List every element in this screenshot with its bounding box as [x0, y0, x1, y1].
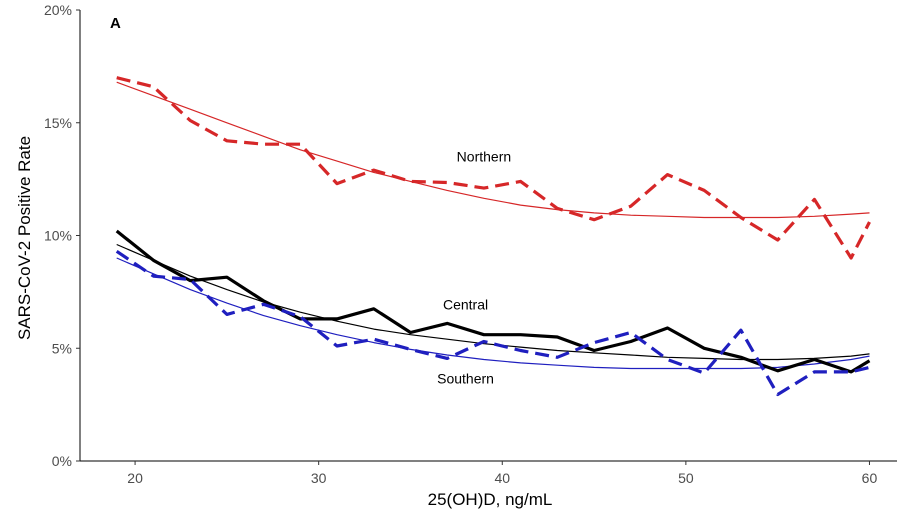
- x-ticks: 20 30 40 50 60: [127, 461, 877, 486]
- y-tick-label: 0%: [52, 453, 72, 469]
- x-tick-label: 40: [494, 470, 510, 486]
- central-series-label: Central: [443, 296, 488, 312]
- southern-series-label: Southern: [437, 371, 494, 387]
- central-series-line: [115, 229, 871, 374]
- x-axis-title: 25(OH)D, ng/mL: [428, 490, 553, 509]
- axes: [79, 10, 897, 462]
- y-axis-title: SARS-CoV-2 Positive Rate: [15, 136, 34, 340]
- x-tick-label: 60: [862, 470, 878, 486]
- panel-label: A: [110, 15, 121, 32]
- central-trend-line: [116, 243, 870, 361]
- series-labels: Northern Central Southern: [437, 149, 511, 387]
- x-tick-label: 20: [127, 470, 143, 486]
- x-tick-label: 50: [678, 470, 694, 486]
- series-lines: [115, 76, 871, 397]
- northern-series-label: Northern: [457, 149, 511, 165]
- y-tick-label: 15%: [44, 115, 72, 131]
- y-tick-label: 10%: [44, 228, 72, 244]
- y-tick-label: 5%: [52, 340, 72, 356]
- y-tick-label: 20%: [44, 2, 72, 18]
- x-tick-label: 30: [311, 470, 327, 486]
- northern-series-line: [116, 76, 871, 260]
- southern-series-line: [115, 249, 870, 397]
- y-ticks: 0% 5% 10% 15% 20%: [44, 2, 80, 469]
- northern-trend-line: [116, 81, 870, 219]
